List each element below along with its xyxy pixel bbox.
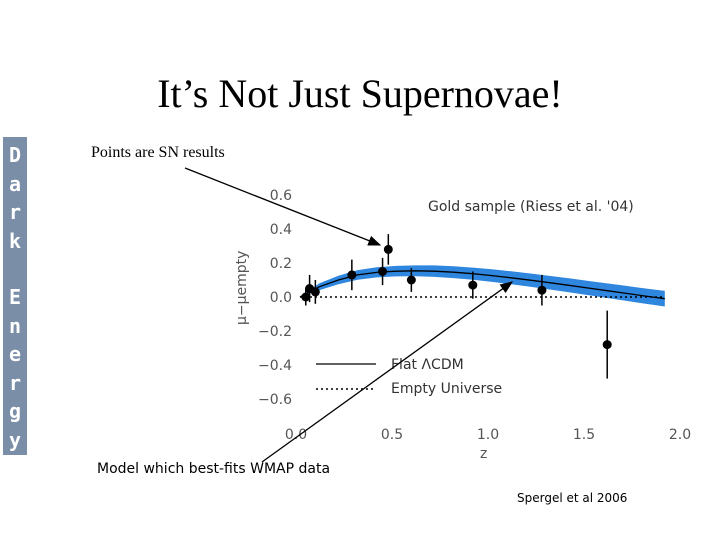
sn-data-point	[347, 259, 357, 291]
point-marker	[383, 244, 393, 254]
point-marker	[406, 275, 416, 285]
x-axis-label: z	[480, 446, 487, 462]
model-uncertainty-band	[300, 265, 665, 307]
y-tick-label: 0.2	[270, 256, 292, 272]
x-tick-label: 0.5	[381, 427, 403, 443]
arrow-to-points	[184, 167, 382, 246]
sidebar-banner: D a r k E n e r g y	[3, 137, 27, 455]
point-marker	[301, 292, 311, 302]
sn-data-point	[537, 274, 547, 306]
sn-data-point	[406, 268, 416, 292]
sidebar-letter: D	[8, 143, 22, 167]
y-tick-label: −0.6	[258, 392, 292, 408]
note-points: Points are SN results	[91, 144, 225, 161]
x-tick-label: 1.5	[573, 427, 595, 443]
credit: Spergel et al 2006	[517, 491, 628, 505]
point-marker	[378, 267, 388, 276]
sidebar-letter: k	[8, 228, 22, 253]
slide-title: It’s Not Just Supernovae!	[157, 71, 563, 116]
model-line	[299, 270, 665, 300]
note-model: Model which best-fits WMAP data	[97, 461, 331, 477]
chart-annotation: Gold sample (Riess et al. '04)	[428, 199, 634, 215]
x-tick-label: 1.0	[477, 427, 499, 443]
sn-data-point	[301, 288, 311, 306]
sidebar-letter: y	[8, 427, 22, 452]
y-tick-label: 0.0	[270, 290, 292, 306]
arrow-to-model	[261, 281, 514, 463]
point-marker	[537, 285, 547, 295]
sn-data-point	[378, 257, 388, 286]
sn-data-point	[602, 310, 612, 379]
y-axis-label: μ−μempty	[234, 251, 250, 325]
point-marker	[310, 287, 320, 297]
y-tick-label: −0.2	[258, 324, 292, 340]
sidebar-letter: E	[8, 285, 22, 309]
sn-data-point	[383, 234, 393, 265]
sn-data-point	[468, 271, 478, 299]
sidebar-letter: r	[8, 370, 22, 395]
sidebar-letter: a	[8, 171, 22, 196]
x-tick-label: 2.0	[669, 427, 691, 443]
legend-label-empty-universe: Empty Universe	[391, 381, 502, 397]
sidebar-letter: r	[8, 200, 22, 224]
point-marker	[602, 340, 612, 350]
point-marker	[347, 270, 357, 280]
y-tick-label: 0.4	[270, 222, 292, 238]
sidebar-letter: n	[8, 313, 22, 338]
y-tick-label: 0.6	[270, 188, 292, 204]
sidebar-letter: e	[8, 342, 22, 366]
x-tick-label: 0.0	[285, 427, 307, 443]
legend-label-flat-lcdm: Flat ΛCDM	[391, 357, 464, 373]
sn-data-point	[310, 280, 320, 304]
y-tick-label: −0.4	[258, 358, 292, 374]
sidebar-letter: g	[8, 399, 22, 423]
point-marker	[468, 280, 478, 290]
